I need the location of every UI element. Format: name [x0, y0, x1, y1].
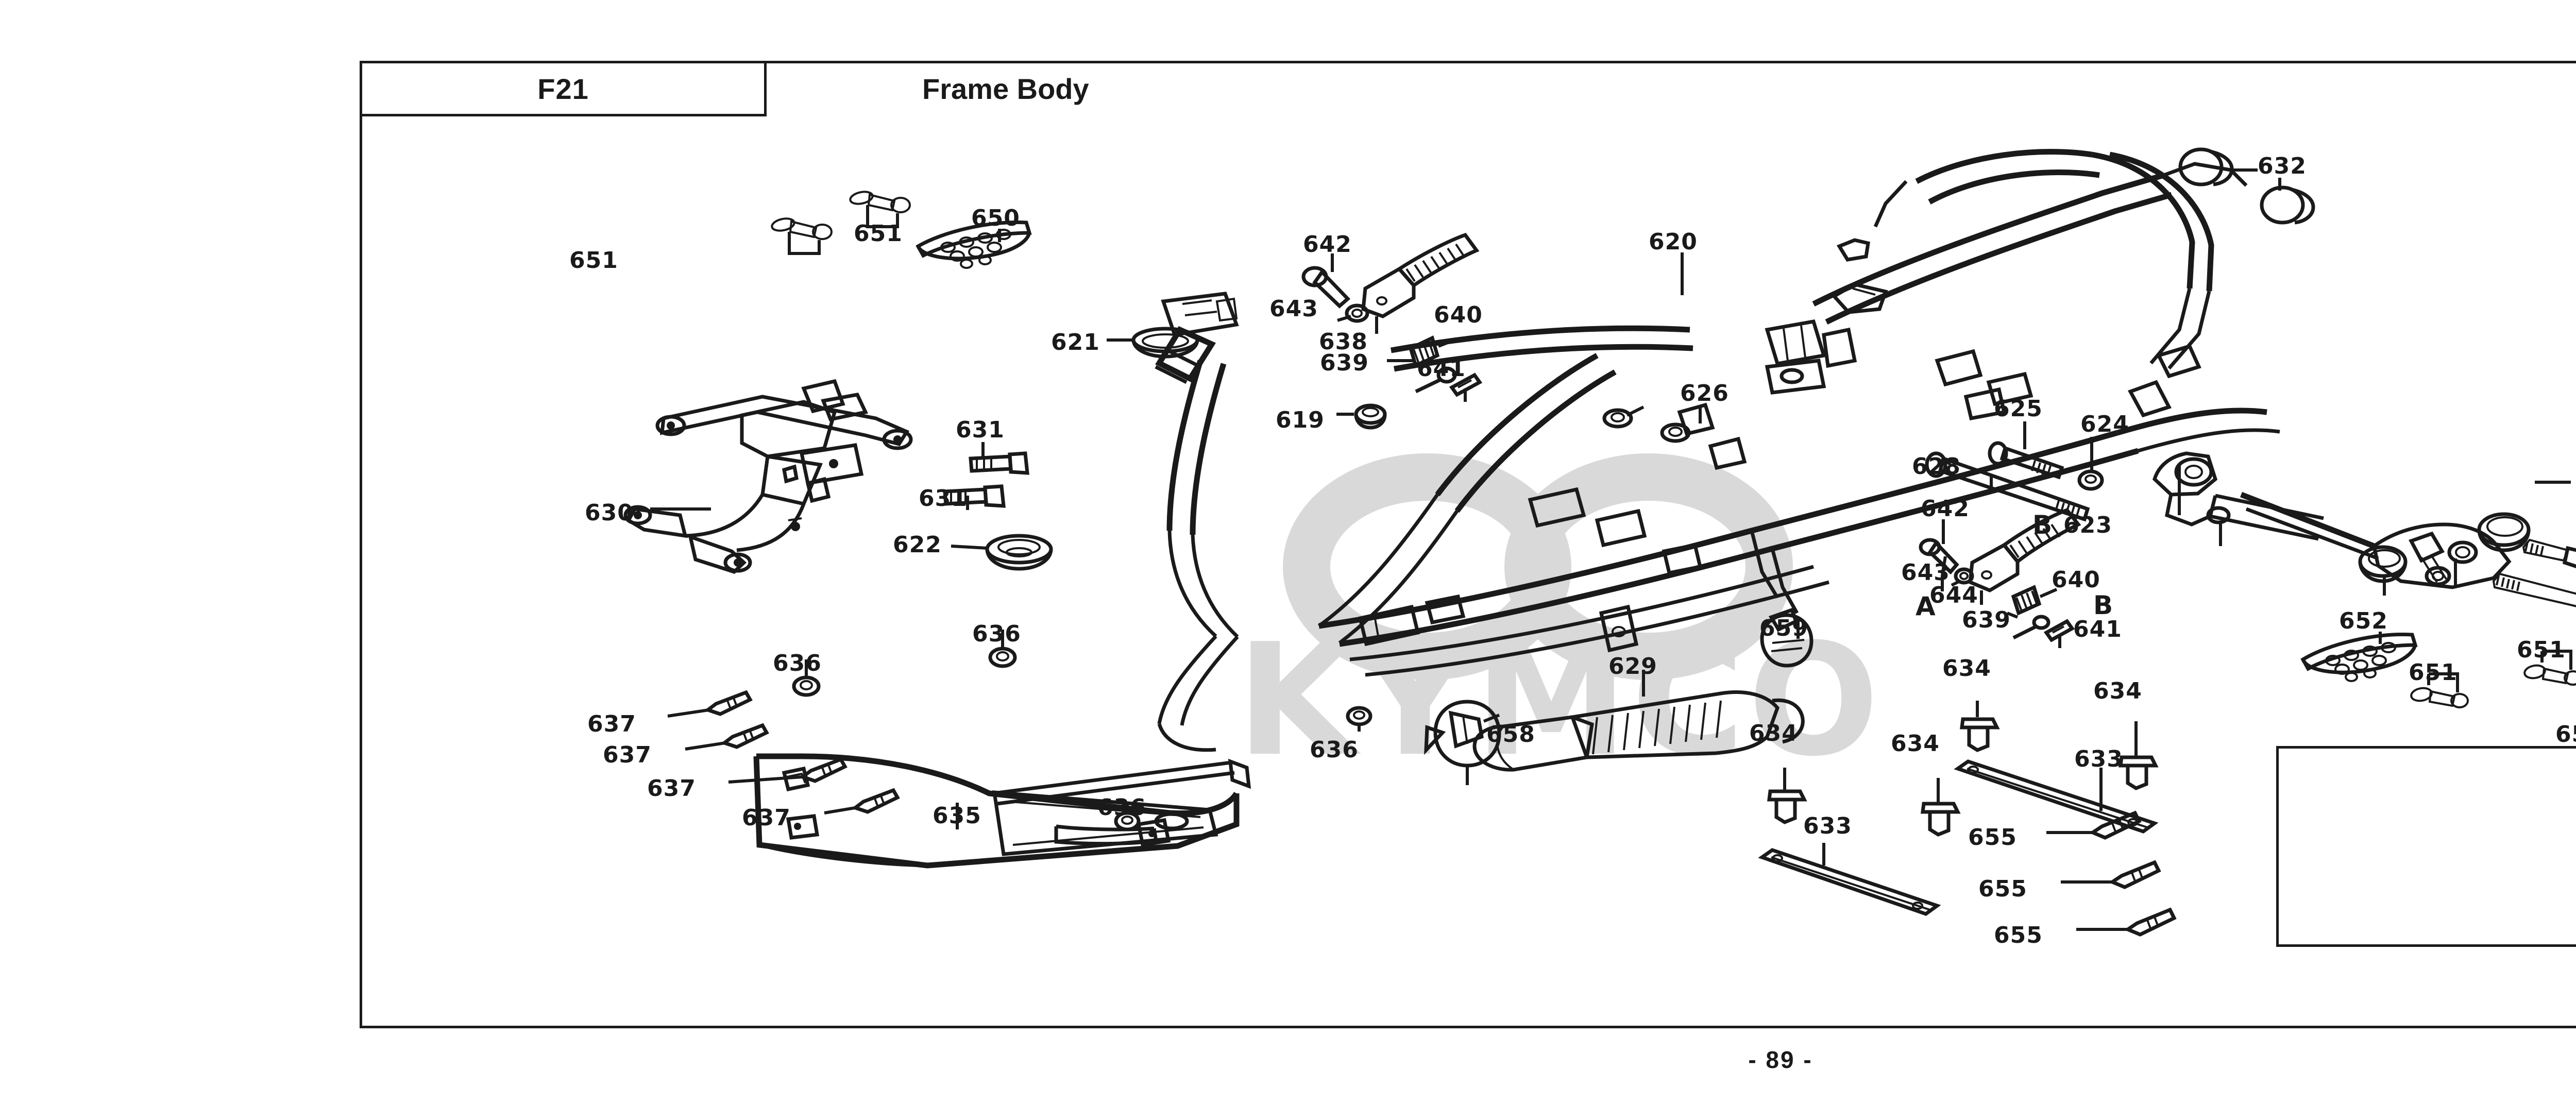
part-callout-637-d: 637: [742, 805, 791, 831]
part-callout-B-mid: B: [2032, 510, 2053, 540]
part-callout-640-top: 640: [1434, 302, 1483, 328]
part-callout-631-a: 631: [956, 417, 1005, 443]
part-callout-635: 635: [933, 803, 981, 829]
part-callout-651-a: 651: [569, 247, 618, 274]
part-callout-631-b: 631: [919, 485, 968, 512]
part-callout-633-b: 633: [2074, 746, 2123, 772]
part-callout-639-mid: 639: [1962, 607, 2011, 633]
part-callout-642-mid: 642: [1921, 496, 1970, 522]
part-callout-A-left: A: [1916, 591, 1936, 621]
section-code-box: F21: [360, 61, 767, 116]
part-callout-621: 621: [1051, 329, 1100, 355]
part-callout-658: 658: [1486, 721, 1535, 748]
part-callout-622: 622: [893, 532, 942, 558]
part-callout-636-d: 636: [1097, 794, 1146, 821]
part-callout-652: 652: [2339, 608, 2388, 634]
part-callout-638: 638: [1319, 329, 1368, 355]
part-callout-642-top: 642: [1303, 231, 1352, 258]
part-callout-620: 620: [1649, 229, 1698, 255]
part-callout-626: 626: [1680, 380, 1729, 406]
part-callout-637-a: 637: [587, 711, 636, 737]
part-callout-637-c: 637: [647, 775, 696, 802]
section-code: F21: [537, 72, 589, 105]
part-callout-654: 654: [2555, 721, 2576, 748]
part-callout-634-d: 634: [1891, 731, 1940, 757]
part-callout-624: 624: [2080, 411, 2129, 437]
part-callout-650: 650: [971, 205, 1020, 231]
part-callout-634-c: 634: [1749, 720, 1798, 746]
part-callout-632: 632: [2258, 153, 2307, 179]
part-callout-B-right: B: [2093, 590, 2114, 620]
part-callout-651-b: 651: [854, 220, 903, 247]
part-callout-634-a: 634: [1942, 655, 1991, 682]
part-callout-636-b: 636: [972, 621, 1021, 647]
part-callout-655-b: 655: [1978, 876, 2027, 902]
part-callout-655-c: 655: [1994, 922, 2043, 948]
part-callout-659: 659: [1759, 615, 1808, 641]
part-callout-629: 629: [1608, 653, 1657, 680]
inset-detail-box: [2276, 746, 2576, 947]
part-callout-636-c: 636: [1310, 737, 1359, 763]
part-callout-637-b: 637: [603, 742, 652, 768]
part-callout-641-top: 641: [1417, 355, 1466, 382]
part-callout-625-top: 625: [1994, 396, 2043, 422]
part-callout-628: 628: [1912, 453, 1961, 480]
part-callout-651-right-1: 651: [2517, 637, 2566, 663]
part-callout-619: 619: [1276, 407, 1325, 433]
part-callout-655-a: 655: [1968, 824, 2017, 851]
sheet-border: [360, 61, 2576, 1028]
part-callout-639-top: 639: [1320, 350, 1369, 376]
part-callout-640-mid: 640: [2052, 567, 2100, 593]
part-callout-633-a: 633: [1803, 813, 1852, 839]
part-callout-643-top: 643: [1269, 296, 1318, 322]
part-callout-630: 630: [585, 500, 634, 526]
part-callout-644: 644: [1929, 582, 1978, 608]
part-callout-651-right-2: 651: [2409, 659, 2458, 686]
page-title: Frame Body: [922, 73, 1089, 105]
part-callout-623: 623: [2063, 512, 2112, 538]
part-callout-636-a: 636: [773, 650, 822, 676]
page-number: - 89 -: [1748, 1046, 1813, 1073]
part-callout-634-b: 634: [2093, 678, 2142, 704]
